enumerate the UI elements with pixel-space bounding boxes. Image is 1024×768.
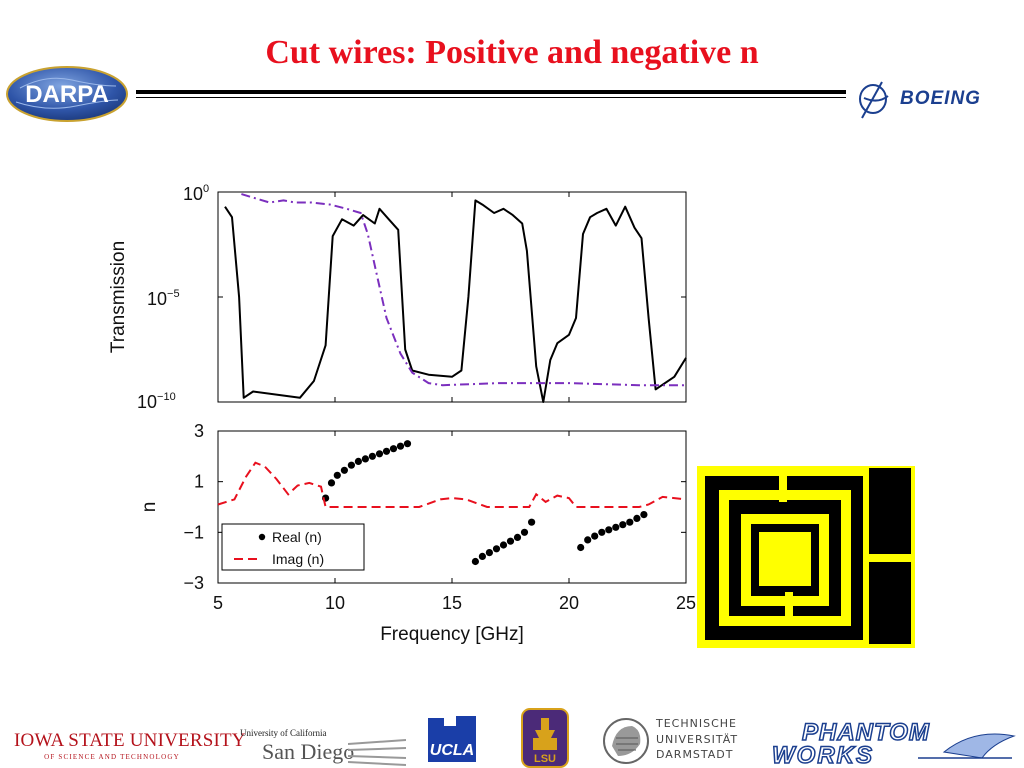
n-xlabel: Frequency [GHz] bbox=[380, 624, 524, 645]
n-ytick-label-2: −1 bbox=[183, 522, 204, 542]
real-n-point-15 bbox=[485, 549, 493, 557]
real-n-point-13 bbox=[471, 557, 479, 566]
figure: 100 10−5 10−10 Transmission 3 1 −1 −3 5 10 15… bbox=[108, 183, 696, 645]
darpa-wordmark: DARPA bbox=[25, 81, 109, 108]
real-n-point-10 bbox=[389, 445, 398, 453]
ucla-wordmark: UCLA bbox=[430, 742, 474, 759]
tud-line-2: UNIVERSITÄT bbox=[656, 732, 739, 746]
isu-name: IOWA STATE UNIVERSITY bbox=[14, 730, 246, 751]
real-n-point-7 bbox=[368, 452, 376, 460]
real-n-point-27 bbox=[612, 523, 620, 531]
real-n-point-31 bbox=[640, 511, 648, 519]
real-n-point-17 bbox=[499, 541, 508, 549]
lsu-logo: LSU bbox=[521, 708, 569, 768]
real-n-point-3 bbox=[340, 466, 348, 474]
imag-n-line bbox=[217, 461, 687, 508]
real-n-point-1 bbox=[327, 479, 336, 487]
title-rule-thick bbox=[136, 90, 846, 94]
real-n-point-18 bbox=[506, 537, 515, 545]
legend-real-label: Real (n) bbox=[272, 529, 322, 545]
n-ylabel: n bbox=[139, 502, 160, 513]
tud-line-3: DARMSTADT bbox=[656, 748, 734, 761]
ucsd-big-text: San Diego bbox=[262, 739, 355, 764]
real-n-point-5 bbox=[354, 457, 362, 465]
cut-wire-sample-image bbox=[697, 466, 915, 648]
darpa-logo: DARPA bbox=[6, 66, 128, 122]
ucsd-logo: University of California San Diego bbox=[238, 728, 408, 768]
ucsd-wave-icon bbox=[348, 739, 406, 766]
transmission-series-1 bbox=[241, 193, 686, 387]
real-n-point-28 bbox=[619, 521, 627, 529]
title-rule-thin bbox=[136, 97, 846, 98]
transmission-ytick-0: 100 bbox=[183, 183, 209, 204]
real-n-point-14 bbox=[478, 552, 486, 560]
n-xtick-label-0: 5 bbox=[213, 593, 223, 613]
transmission-ticks bbox=[217, 191, 687, 403]
transmission-panel: 100 10−5 10−10 Transmission bbox=[108, 183, 687, 412]
real-n-point-26 bbox=[605, 526, 613, 534]
lsu-wordmark: LSU bbox=[534, 753, 556, 765]
n-xtick-label-4: 25 bbox=[676, 593, 696, 613]
transmission-ytick-2: 10−10 bbox=[137, 391, 176, 412]
ucsd-small-text: University of California bbox=[240, 728, 327, 738]
real-n-point-6 bbox=[361, 455, 369, 463]
boeing-wordmark: BOEING bbox=[900, 88, 981, 109]
n-legend-box bbox=[221, 523, 365, 571]
real-n-point-20 bbox=[520, 528, 529, 536]
real-n-point-16 bbox=[492, 545, 501, 553]
real-n-point-23 bbox=[584, 536, 592, 544]
real-n-point-21 bbox=[528, 518, 536, 526]
iowa-state-logo: IOWA STATE UNIVERSITY OF SCIENCE AND TEC… bbox=[14, 730, 246, 761]
n-ytick-label-1: 1 bbox=[194, 472, 204, 492]
real-n-point-29 bbox=[626, 518, 634, 526]
n-legend: Real (n) Imag (n) bbox=[221, 523, 365, 571]
n-ytick-labels: 3 1 −1 −3 bbox=[183, 421, 204, 593]
real-n-point-22 bbox=[577, 543, 585, 552]
n-panel: 3 1 −1 −3 5 10 15 20 25 n Frequency [GHz] Real … bbox=[139, 421, 696, 645]
athena-head-icon bbox=[603, 718, 649, 764]
n-series bbox=[217, 440, 687, 566]
n-xtick-label-3: 20 bbox=[559, 593, 579, 613]
tud-line-1: TECHNISCHE bbox=[656, 717, 737, 730]
n-xtick-label-2: 15 bbox=[442, 593, 462, 613]
real-n-point-30 bbox=[633, 514, 641, 522]
n-xtick-label-1: 10 bbox=[325, 593, 345, 613]
boeing-logo: BOEING bbox=[859, 81, 981, 119]
real-n-point-24 bbox=[591, 532, 599, 540]
transmission-plot-frame bbox=[217, 191, 687, 403]
n-xtick-labels: 5 10 15 20 25 bbox=[213, 593, 696, 613]
slide-title: Cut wires: Positive and negative n bbox=[265, 34, 759, 71]
isu-subtitle: OF SCIENCE AND TECHNOLOGY bbox=[44, 753, 180, 761]
tud-wordmark: TECHNISCHE UNIVERSITÄT DARMSTADT bbox=[656, 716, 738, 763]
real-n-point-9 bbox=[382, 447, 391, 455]
transmission-series bbox=[224, 193, 687, 403]
phantom-works-logo: PHANTOM WORKS bbox=[771, 718, 1016, 766]
transmission-series-0 bbox=[224, 199, 687, 403]
ucla-logo: UCLA bbox=[428, 716, 476, 762]
n-ytick-label-3: −3 bbox=[183, 573, 204, 593]
tu-darmstadt-logo: TECHNISCHE UNIVERSITÄT DARMSTADT bbox=[602, 716, 746, 766]
legend-imag-label: Imag (n) bbox=[272, 551, 324, 567]
real-n-point-19 bbox=[513, 533, 522, 541]
transmission-ytick-1: 10−5 bbox=[147, 288, 180, 309]
real-n-point-11 bbox=[396, 442, 405, 450]
transmission-ylabel: Transmission bbox=[108, 241, 129, 353]
n-ticks bbox=[217, 430, 687, 584]
real-n-point-2 bbox=[333, 471, 341, 479]
real-n-point-12 bbox=[403, 440, 412, 448]
real-n-point-25 bbox=[598, 528, 606, 536]
real-n-point-8 bbox=[375, 450, 384, 458]
phantom-line-1: PHANTOM bbox=[802, 719, 930, 746]
real-n-point-4 bbox=[347, 461, 355, 469]
n-ytick-label-0: 3 bbox=[194, 421, 204, 441]
phantom-line-2: WORKS bbox=[772, 742, 874, 766]
legend-real-marker bbox=[258, 533, 266, 541]
